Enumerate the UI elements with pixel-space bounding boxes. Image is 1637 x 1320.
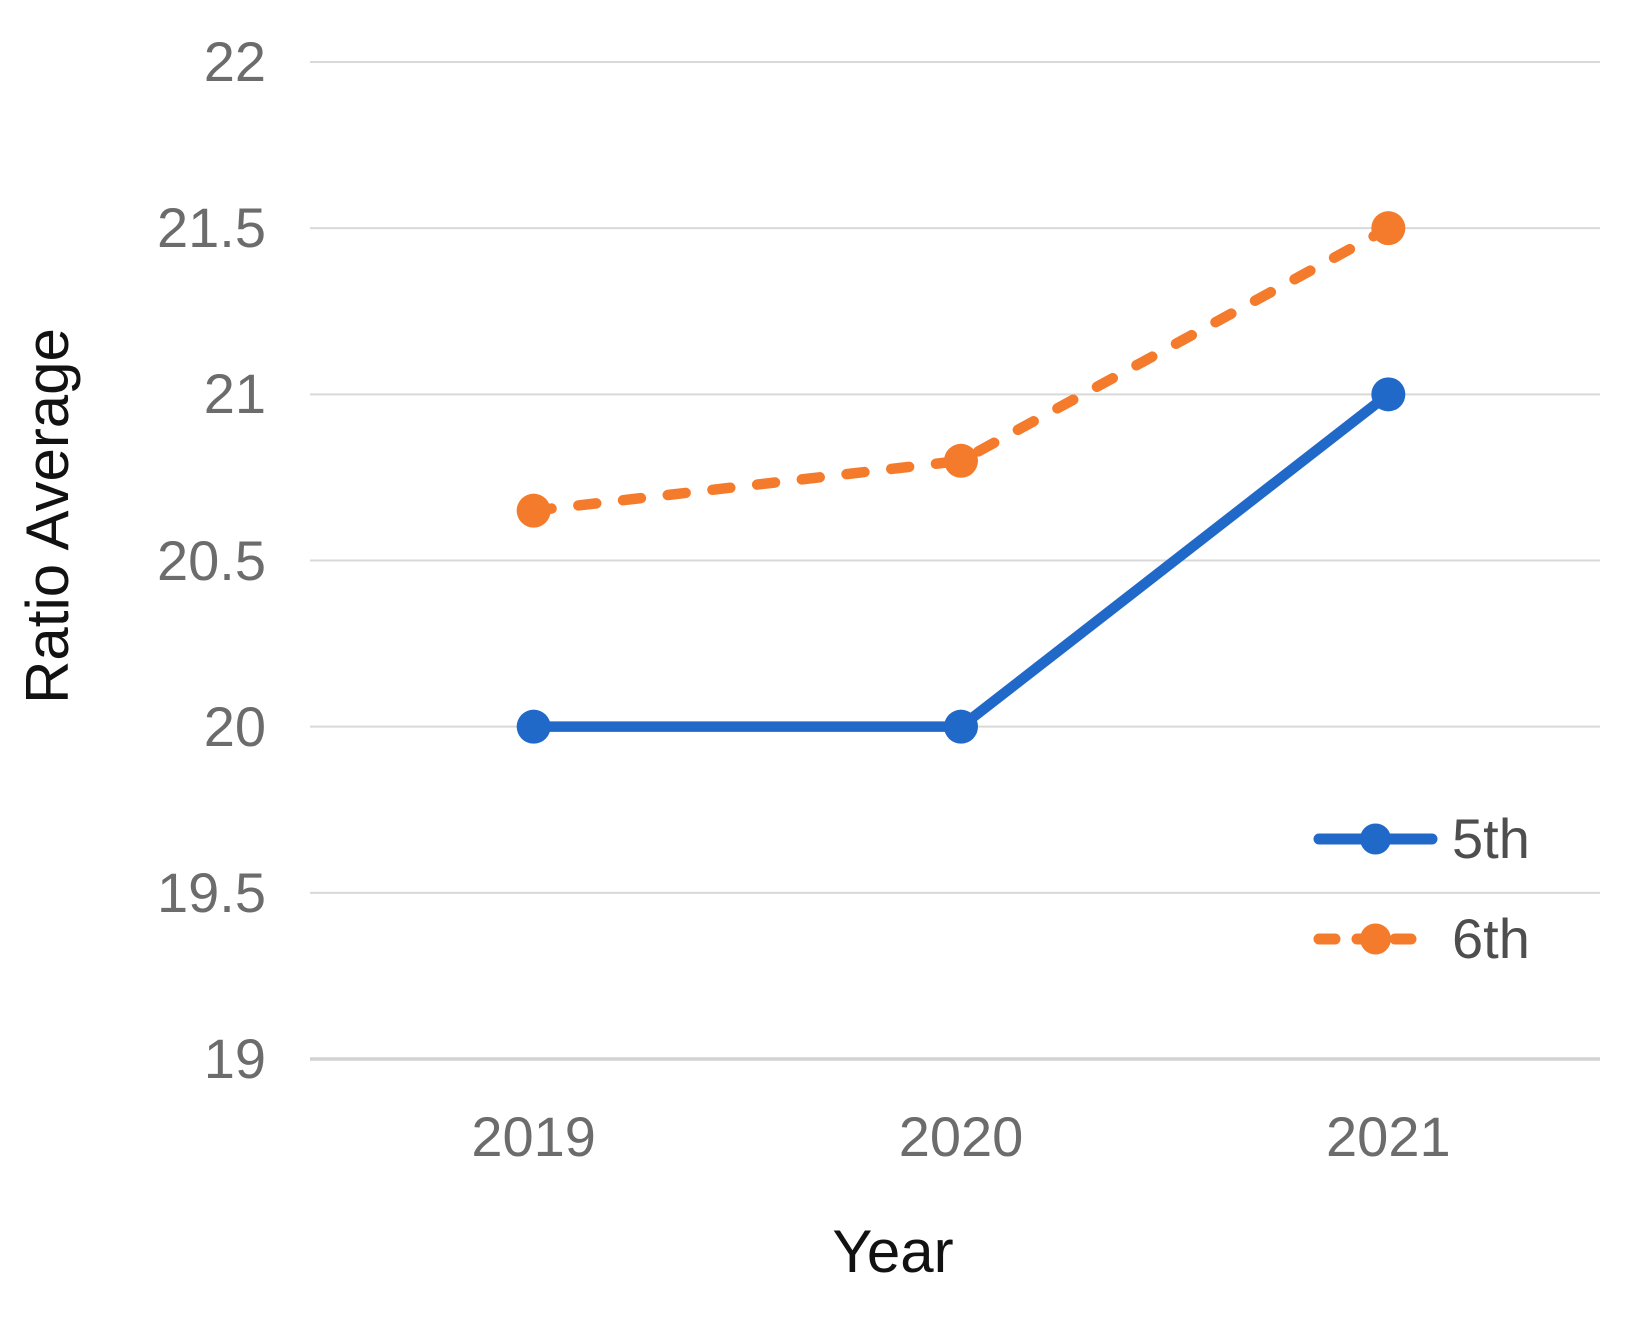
y-tick-label-19.5: 19.5 — [157, 860, 266, 924]
y-tick-label-21: 21 — [203, 362, 266, 426]
legend-marker-line-0 — [1313, 823, 1438, 855]
y-tick-label-21.5: 21.5 — [157, 196, 266, 260]
data-point-5th-2019 — [516, 709, 551, 744]
legend-item-5th: 5th — [1313, 789, 1530, 889]
data-point-6th-2019 — [516, 493, 551, 528]
x-tick-label-2021: 2021 — [1326, 1105, 1451, 1168]
y-tick-label-20.5: 20.5 — [157, 528, 266, 592]
y-tick-label-22: 22 — [203, 30, 266, 93]
legend-marker-line-1 — [1313, 923, 1438, 955]
x-axis-title: Year — [832, 1218, 954, 1285]
y-tick-label-20: 20 — [203, 694, 266, 758]
legend: 5th 6th — [1313, 789, 1530, 989]
data-point-6th-2020 — [944, 443, 978, 478]
legend-label: 5th — [1452, 807, 1530, 870]
legend-item-6th: 6th — [1313, 889, 1530, 989]
data-point-5th-2021 — [1371, 377, 1406, 412]
series-line-6th — [528, 222, 1394, 516]
legend-label: 6th — [1452, 907, 1530, 970]
y-tick-label-19: 19 — [203, 1027, 266, 1090]
legend-dot — [1360, 923, 1391, 955]
data-point-6th-2021 — [1371, 211, 1406, 246]
x-tick-label-2019: 2019 — [471, 1105, 596, 1168]
legend-dot — [1360, 823, 1391, 855]
y-axis-title: Ratio Average — [14, 328, 81, 704]
x-tick-label-2020: 2020 — [898, 1105, 1024, 1168]
data-point-5th-2020 — [944, 709, 978, 744]
